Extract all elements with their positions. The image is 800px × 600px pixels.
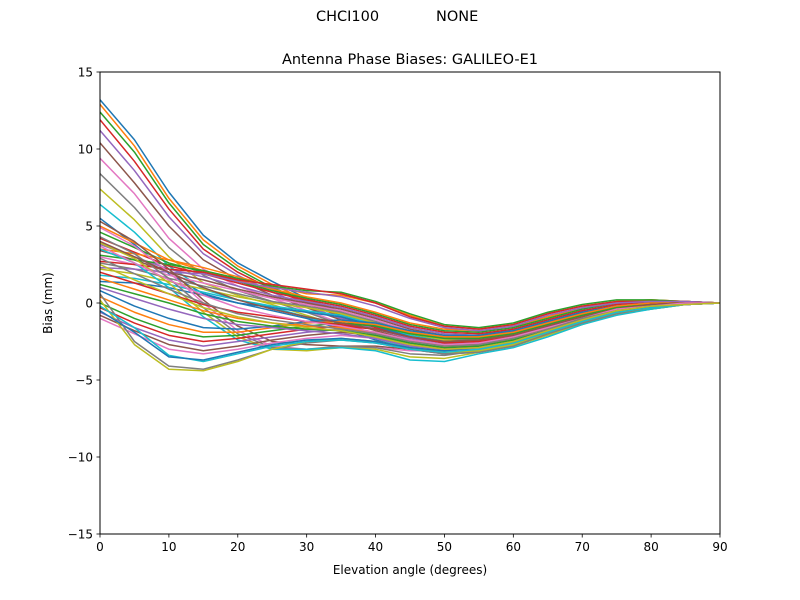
x-tick-label: 30 bbox=[299, 540, 314, 554]
x-tick-label: 90 bbox=[712, 540, 727, 554]
series-line-49 bbox=[100, 263, 720, 350]
y-axis: −15 −10 −5 0 5 10 15 bbox=[68, 66, 100, 542]
series-line-32 bbox=[100, 296, 720, 338]
series-line-25 bbox=[100, 266, 720, 332]
series-line-23 bbox=[100, 254, 720, 329]
x-tick-label: 0 bbox=[96, 540, 104, 554]
series-line-30 bbox=[100, 248, 720, 363]
figure-suptitle: CHCI100 NONE bbox=[0, 9, 800, 29]
x-tick-label: 60 bbox=[506, 540, 521, 554]
x-tick-label: 80 bbox=[643, 540, 658, 554]
series-line-14 bbox=[100, 237, 720, 335]
series-line-24 bbox=[100, 260, 720, 330]
y-tick-label: −10 bbox=[68, 451, 93, 465]
x-axis-label: Elevation angle (degrees) bbox=[333, 563, 487, 577]
x-tick-label: 20 bbox=[230, 540, 245, 554]
x-tick-label: 40 bbox=[368, 540, 383, 554]
y-tick-label: 0 bbox=[85, 297, 93, 311]
series-layer bbox=[100, 99, 720, 372]
y-tick-label: 15 bbox=[78, 66, 93, 80]
series-line-40 bbox=[100, 302, 720, 363]
series-line-7 bbox=[100, 157, 720, 349]
y-tick-label: −15 bbox=[68, 528, 93, 542]
y-tick-label: 10 bbox=[78, 143, 93, 157]
chart-title: Antenna Phase Biases: GALILEO-E1 bbox=[282, 52, 538, 68]
series-line-47 bbox=[100, 245, 720, 346]
x-tick-label: 50 bbox=[437, 540, 452, 554]
x-tick-label: 70 bbox=[575, 540, 590, 554]
y-axis-label: Bias (mm) bbox=[41, 272, 55, 334]
y-tick-label: −5 bbox=[75, 374, 93, 388]
radome-name: NONE bbox=[436, 9, 479, 25]
station-name: CHCI100 bbox=[316, 9, 380, 25]
y-tick-label: 5 bbox=[85, 220, 93, 234]
series-line-33 bbox=[100, 302, 720, 340]
x-axis: 0 10 20 30 40 50 60 70 80 90 bbox=[96, 534, 728, 554]
x-tick-label: 10 bbox=[161, 540, 176, 554]
